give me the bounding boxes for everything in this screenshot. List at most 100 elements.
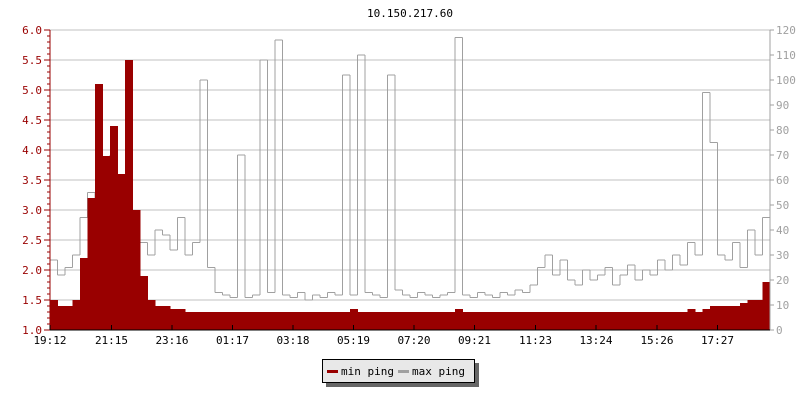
legend-label-max: max ping	[411, 364, 465, 378]
min-ping-bar	[582, 312, 591, 330]
min-ping-bar	[515, 312, 523, 330]
x-tick-label: 05:19	[337, 334, 370, 347]
legend-item-min: min ping	[327, 365, 394, 378]
left-tick-label: 1.0	[22, 324, 42, 337]
min-ping-bar	[462, 312, 471, 330]
min-ping-bar	[350, 309, 358, 330]
max-ping-series	[50, 37, 770, 301]
min-ping-bar	[695, 312, 703, 330]
right-tick-label: 10	[776, 299, 789, 312]
min-ping-bar	[755, 300, 763, 330]
x-tick-label: 13:24	[579, 334, 612, 347]
min-ping-bar	[530, 312, 538, 330]
min-ping-bar	[230, 312, 238, 330]
x-tick-label: 07:20	[397, 334, 430, 347]
left-tick-label: 3.5	[22, 174, 42, 187]
x-tick-label: 15:26	[640, 334, 673, 347]
min-ping-bar	[207, 312, 216, 330]
x-tick-label: 09:21	[458, 334, 491, 347]
min-ping-bar	[72, 300, 81, 330]
left-tick-label: 5.5	[22, 54, 42, 67]
min-ping-bar	[725, 306, 733, 330]
x-tick-label: 19:12	[33, 334, 66, 347]
min-ping-bar	[132, 210, 141, 330]
min-ping-bar	[740, 303, 748, 330]
min-ping-bar	[372, 312, 381, 330]
min-ping-bar	[200, 312, 208, 330]
min-ping-bar	[237, 312, 246, 330]
min-ping-bar	[402, 312, 411, 330]
min-ping-bar	[492, 312, 501, 330]
min-ping-bar	[290, 312, 298, 330]
min-ping-bar	[117, 174, 126, 330]
right-tick-label: 120	[776, 24, 796, 37]
right-tick-label: 80	[776, 124, 789, 137]
right-tick-label: 50	[776, 199, 789, 212]
min-ping-bar	[507, 312, 516, 330]
legend: min ping max ping	[322, 359, 475, 383]
min-ping-bar	[282, 312, 291, 330]
legend-label-min: min ping	[341, 364, 394, 378]
min-ping-bar	[177, 309, 186, 330]
right-tick-label: 30	[776, 249, 789, 262]
min-ping-bar	[260, 312, 268, 330]
min-ping-bar	[162, 306, 171, 330]
min-ping-bar	[650, 312, 658, 330]
min-ping-swatch	[327, 369, 338, 373]
min-ping-bar	[432, 312, 441, 330]
min-ping-bar	[545, 312, 553, 330]
min-ping-bar	[552, 312, 561, 330]
min-ping-bar	[312, 312, 321, 330]
x-tick-label: 11:23	[519, 334, 552, 347]
min-ping-bar	[110, 126, 118, 330]
right-tick-label: 70	[776, 149, 789, 162]
max-ping-swatch	[397, 369, 409, 373]
min-ping-bar	[275, 312, 283, 330]
min-ping-bar	[102, 156, 111, 330]
min-ping-bar	[680, 312, 688, 330]
min-ping-bar	[597, 312, 606, 330]
min-ping-bar	[762, 282, 771, 330]
min-ping-bar	[522, 312, 531, 330]
min-ping-bar	[252, 312, 261, 330]
min-ping-bar	[717, 306, 726, 330]
min-ping-bar	[470, 312, 478, 330]
left-tick-label: 4.5	[22, 114, 42, 127]
right-tick-label: 90	[776, 99, 789, 112]
min-ping-bar	[455, 309, 463, 330]
min-ping-bar	[477, 312, 486, 330]
left-tick-label: 1.5	[22, 294, 42, 307]
min-ping-bar	[267, 312, 276, 330]
min-ping-bar	[732, 306, 741, 330]
min-ping-bar	[297, 312, 306, 330]
min-ping-bar	[410, 312, 418, 330]
min-ping-bar	[567, 312, 576, 330]
min-ping-bar	[192, 312, 201, 330]
min-ping-bar	[155, 306, 163, 330]
min-ping-bar	[80, 258, 88, 330]
min-ping-bar	[170, 309, 178, 330]
right-tick-label: 20	[776, 274, 789, 287]
min-ping-bar	[537, 312, 546, 330]
min-ping-bar	[365, 312, 373, 330]
chart-title: 10.150.217.60	[367, 7, 453, 20]
min-ping-bar	[380, 312, 388, 330]
min-ping-bar	[447, 312, 456, 330]
min-ping-bar	[57, 306, 66, 330]
min-ping-bar	[627, 312, 636, 330]
axes: 1.0 1.5 2.0 2.5 3.0 3.5 4.0 4.5 5.0 5.5 6.0 0 10 20 30…	[22, 24, 796, 347]
min-ping-bar	[125, 60, 133, 330]
min-ping-bar	[665, 312, 673, 330]
right-tick-label: 60	[776, 174, 789, 187]
left-tick-label: 2.5	[22, 234, 42, 247]
x-tick-label: 21:15	[95, 334, 128, 347]
min-ping-bar	[215, 312, 223, 330]
legend-item-max: max ping	[397, 364, 465, 378]
x-tick-label: 23:16	[155, 334, 188, 347]
min-ping-bar	[485, 312, 493, 330]
min-ping-bar	[50, 300, 58, 330]
min-ping-bar	[395, 312, 403, 330]
min-ping-bar	[305, 312, 313, 330]
left-tick-label: 5.0	[22, 84, 42, 97]
